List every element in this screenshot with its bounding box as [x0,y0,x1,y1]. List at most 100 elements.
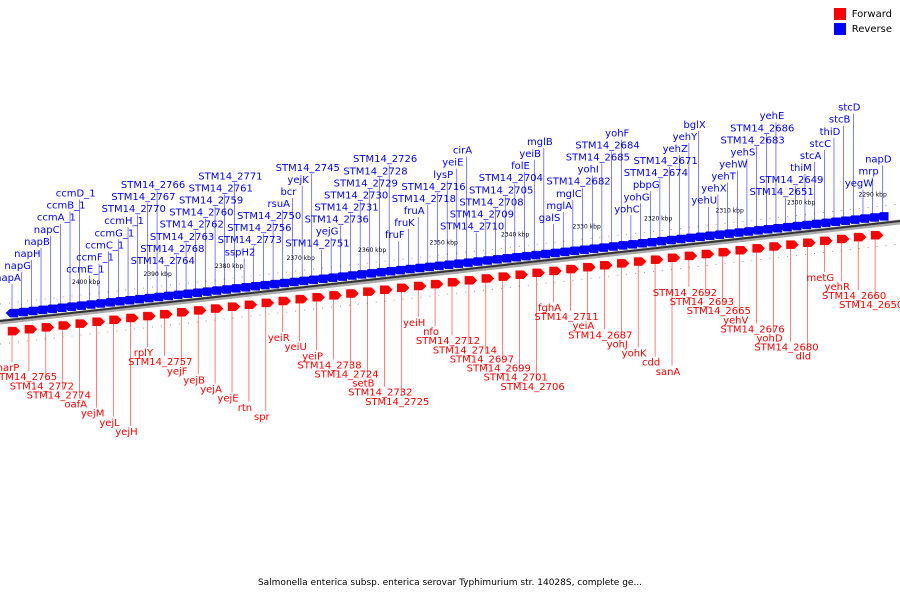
forward-gene-label: STM14_2650 [839,300,900,311]
forward-gene-arrow [278,296,292,306]
forward-gene-arrow [193,306,207,315]
reverse-gene-label: STM14_2683 [720,135,784,146]
reverse-gene-arrow [199,287,212,296]
forward-gene-label: STM14_2697 [450,354,514,365]
main-axis [0,220,900,322]
reverse-gene-label: ccmD_1 [56,189,96,200]
reverse-gene-label: yohC [614,204,639,215]
reverse-gene-label: STM14_2709 [450,209,514,220]
forward-gene-arrow [227,302,241,311]
reverse-gene-arrow [276,278,290,288]
kbp-label: 2300 kbp [787,200,815,207]
reverse-gene-arrow [44,304,57,314]
reverse-gene-arrow [344,271,357,280]
reverse-gene-arrow [827,217,841,227]
forward-gene-label: fghA [538,303,561,314]
reverse-gene-label: yeiE [442,158,463,169]
reverse-gene-arrow [53,303,67,312]
reverse-gene-arrow [363,269,377,278]
reverse-gene-label: stcC [809,139,831,150]
reverse-gene-arrow [585,244,599,253]
forward-gene-arrow [312,293,325,302]
forward-gene-label: oafA [64,400,87,411]
reverse-gene-arrow [102,298,115,307]
reverse-gene-label: yehE [760,111,785,122]
reverse-gene-arrow [527,250,541,260]
forward-gene-label: yehR [825,282,850,293]
kbp-label: 2390 kbp [144,271,172,278]
forward-gene-label: yeiA [573,321,595,332]
kbp-label: 2370 kbp [287,255,315,262]
kbp-label: 2340 kbp [501,231,529,238]
forward-gene-label: yehV [723,315,748,326]
reverse-gene-arrow [663,235,676,245]
reverse-gene-arrow [566,246,580,256]
reverse-gene-arrow [692,232,705,242]
forward-gene-arrow [24,324,38,334]
reverse-gene-arrow [131,294,144,304]
reverse-gene-label: STM14_2682 [546,177,610,188]
forward-gene-arrow [600,261,613,270]
reverse-gene-label: yehU [691,196,717,207]
forward-gene-label: STM14_2701 [484,373,548,384]
reverse-gene-arrow [576,245,589,254]
reverse-gene-arrow [440,260,454,270]
forward-gene-arrow [616,259,630,268]
reverse-gene-label: fruK [394,218,415,229]
forward-gene-arrow [413,281,427,291]
forward-gene-label: yejB [183,375,205,386]
forward-gene-label: STM14_2772 [10,381,74,392]
forward-gene-arrow [75,319,89,328]
forward-gene-label: yejF [167,366,188,377]
reverse-gene-label: thiM [790,163,812,174]
reverse-gene-label: stcA [800,151,822,162]
forward-gene-arrow [718,247,732,257]
reverse-gene-label: STM14_2771 [198,171,262,182]
reverse-gene-label: mrp [859,166,879,177]
forward-gene-label: STM14_2706 [500,382,564,393]
reverse-gene-label: rsuA [268,199,291,210]
reverse-gene-label: STM14_2649 [759,175,823,186]
reverse-gene-label: STM14_2761 [189,183,253,194]
forward-gene-arrow [7,326,21,336]
forward-gene-arrow [363,287,376,296]
reverse-gene-label: STM14_2731 [314,203,378,214]
forward-gene-label: STM14_2712 [416,336,480,347]
reverse-gene-label: yejK [287,175,309,186]
forward-gene-label: STM14_2680 [754,343,818,354]
forward-gene-label: STM14_2693 [670,297,734,308]
forward-gene-label: setB [352,379,374,390]
reverse-gene-label: STM14_2763 [150,232,214,243]
forward-gene-label: nfo [423,327,439,338]
forward-gene-arrow [380,285,393,294]
forward-gene-arrow [650,255,664,264]
reverse-gene-label: ccmG_1 [94,228,134,239]
forward-gene-label: spr [254,412,271,423]
reverse-gene-label: STM14_2686 [730,123,794,134]
reverse-gene-arrow [750,226,763,235]
reverse-gene-arrow [73,301,86,310]
reverse-gene-label: galS [539,213,561,224]
forward-gene-arrow [786,240,799,249]
reverse-gene-arrow [286,277,299,287]
reverse-gene-arrow [83,300,96,309]
forward-gene-arrow [549,266,562,276]
reverse-gene-label: STM14_2773 [218,235,282,246]
reverse-gene-label: yejG [316,227,339,238]
reverse-gene-label: napG [4,261,31,272]
reverse-gene-arrow [614,241,628,250]
reverse-gene-arrow [315,274,328,283]
forward-gene-arrow [464,276,478,285]
reverse-gene-label: napC [34,225,60,236]
reverse-gene-label: STM14_2710 [440,222,504,233]
reverse-gene-arrow [15,307,28,317]
reverse-gene-arrow [392,265,406,275]
reverse-gene-label: yohI [578,165,599,176]
legend-forward-label: Forward [851,8,892,20]
reverse-gene-label: yehW [719,160,747,171]
reverse-gene-arrow [653,236,667,246]
forward-gene-arrow [532,268,545,278]
reverse-gene-arrow [92,299,106,308]
forward-gene-label: STM14_2687 [568,330,632,341]
reverse-gene-arrow [759,225,773,234]
